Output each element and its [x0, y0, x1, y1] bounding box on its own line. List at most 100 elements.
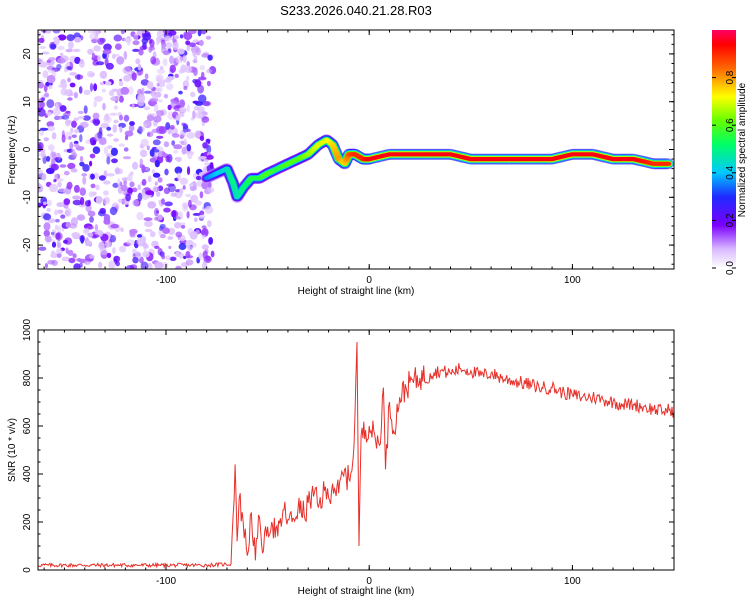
noise-speck [175, 251, 180, 257]
noise-speck [50, 252, 58, 259]
noise-speck [161, 262, 169, 269]
noise-speck [55, 102, 59, 112]
noise-speck [57, 57, 66, 64]
noise-speck [112, 124, 118, 133]
noise-speck [186, 132, 196, 139]
noise-speck [51, 132, 57, 140]
noise-speck [154, 181, 158, 186]
noise-speck [107, 145, 113, 150]
colorbar-tick-label: 0.8 [725, 70, 736, 84]
noise-speck [204, 162, 210, 166]
noise-speck [132, 257, 139, 264]
noise-speck [118, 143, 125, 147]
noise-speck [183, 255, 187, 260]
spectrogram-y-ticks: -20 -10 0 10 20 [22, 34, 674, 265]
noise-speck [206, 154, 214, 160]
noise-speck [135, 58, 141, 65]
noise-speck [69, 72, 78, 76]
noise-speck [207, 220, 212, 228]
noise-speck [94, 224, 98, 232]
noise-speck [79, 134, 83, 143]
noise-speck [169, 64, 176, 74]
noise-speck [171, 140, 176, 146]
noise-speck [149, 157, 157, 163]
noise-speck [164, 168, 169, 176]
noise-speck [117, 178, 121, 187]
noise-speck [200, 30, 207, 35]
noise-speck [47, 125, 55, 132]
noise-speck [206, 80, 211, 87]
noise-speck [124, 130, 134, 137]
noise-speck [203, 100, 212, 107]
noise-speck [55, 219, 60, 223]
noise-speck [122, 156, 132, 160]
noise-speck [73, 140, 79, 145]
noise-speck [55, 232, 63, 241]
noise-speck [82, 115, 91, 121]
noise-speck [148, 46, 153, 53]
colorbar: 0.0 0.2 0.4 0.6 0.8 Normalized spectral ampl… [712, 30, 748, 275]
noise-speck [59, 105, 67, 112]
noise-speck [113, 105, 118, 110]
noise-speck [98, 261, 103, 269]
x-tick-label: 0 [366, 275, 372, 286]
noise-speck [149, 97, 159, 102]
noise-speck [38, 108, 46, 117]
colorbar-ticks: 0.0 0.2 0.4 0.6 0.8 [712, 70, 736, 275]
noise-speck [46, 155, 51, 162]
noise-speck [140, 79, 150, 86]
noise-speck [147, 175, 152, 183]
noise-speck [186, 144, 192, 152]
noise-speck [128, 124, 135, 132]
noise-speck [114, 167, 120, 175]
noise-speck [73, 92, 78, 99]
noise-speck [38, 202, 42, 208]
noise-speck [146, 145, 150, 151]
noise-speck [142, 242, 148, 249]
noise-speck [156, 30, 164, 38]
noise-speck [38, 31, 42, 37]
noise-speck [198, 111, 204, 119]
noise-speck [113, 255, 121, 263]
noise-speck [67, 162, 76, 170]
noise-speck [60, 87, 68, 96]
noise-speck [38, 169, 44, 175]
noise-speck [60, 52, 64, 57]
y-tick-label: 10 [22, 96, 33, 108]
noise-speck [199, 39, 204, 47]
noise-speck [57, 181, 62, 188]
noise-speck [164, 201, 173, 207]
noise-speck [179, 134, 184, 140]
noise-speck [38, 61, 48, 68]
noise-speck [137, 93, 146, 103]
noise-speck [137, 184, 141, 191]
noise-speck [185, 250, 191, 259]
noise-speck [147, 131, 154, 137]
noise-speck [174, 35, 180, 40]
noise-speck [99, 137, 107, 145]
snr-x-ticks: -100 0 100 [43, 330, 675, 587]
noise-speck [67, 97, 73, 101]
noise-speck [132, 248, 137, 254]
noise-speck [102, 49, 112, 55]
noise-speck [51, 241, 57, 248]
noise-speck [41, 97, 46, 102]
noise-speck [89, 216, 94, 223]
noise-speck [147, 262, 153, 269]
noise-speck [63, 112, 71, 117]
y-tick-label: 600 [22, 417, 33, 434]
y-tick-label: 200 [22, 513, 33, 530]
noise-speck [120, 30, 126, 35]
noise-speck [155, 191, 161, 197]
y-tick-label: 20 [22, 48, 33, 60]
noise-speck [71, 134, 77, 138]
noise-speck [177, 222, 186, 226]
noise-speck [101, 88, 106, 93]
noise-speck [69, 223, 78, 229]
noise-speck [153, 115, 162, 123]
noise-speck [87, 232, 94, 237]
noise-speck [43, 84, 48, 93]
snr-y-ticks: 0 200 400 600 800 1000 [22, 318, 674, 573]
noise-speck [205, 138, 211, 143]
